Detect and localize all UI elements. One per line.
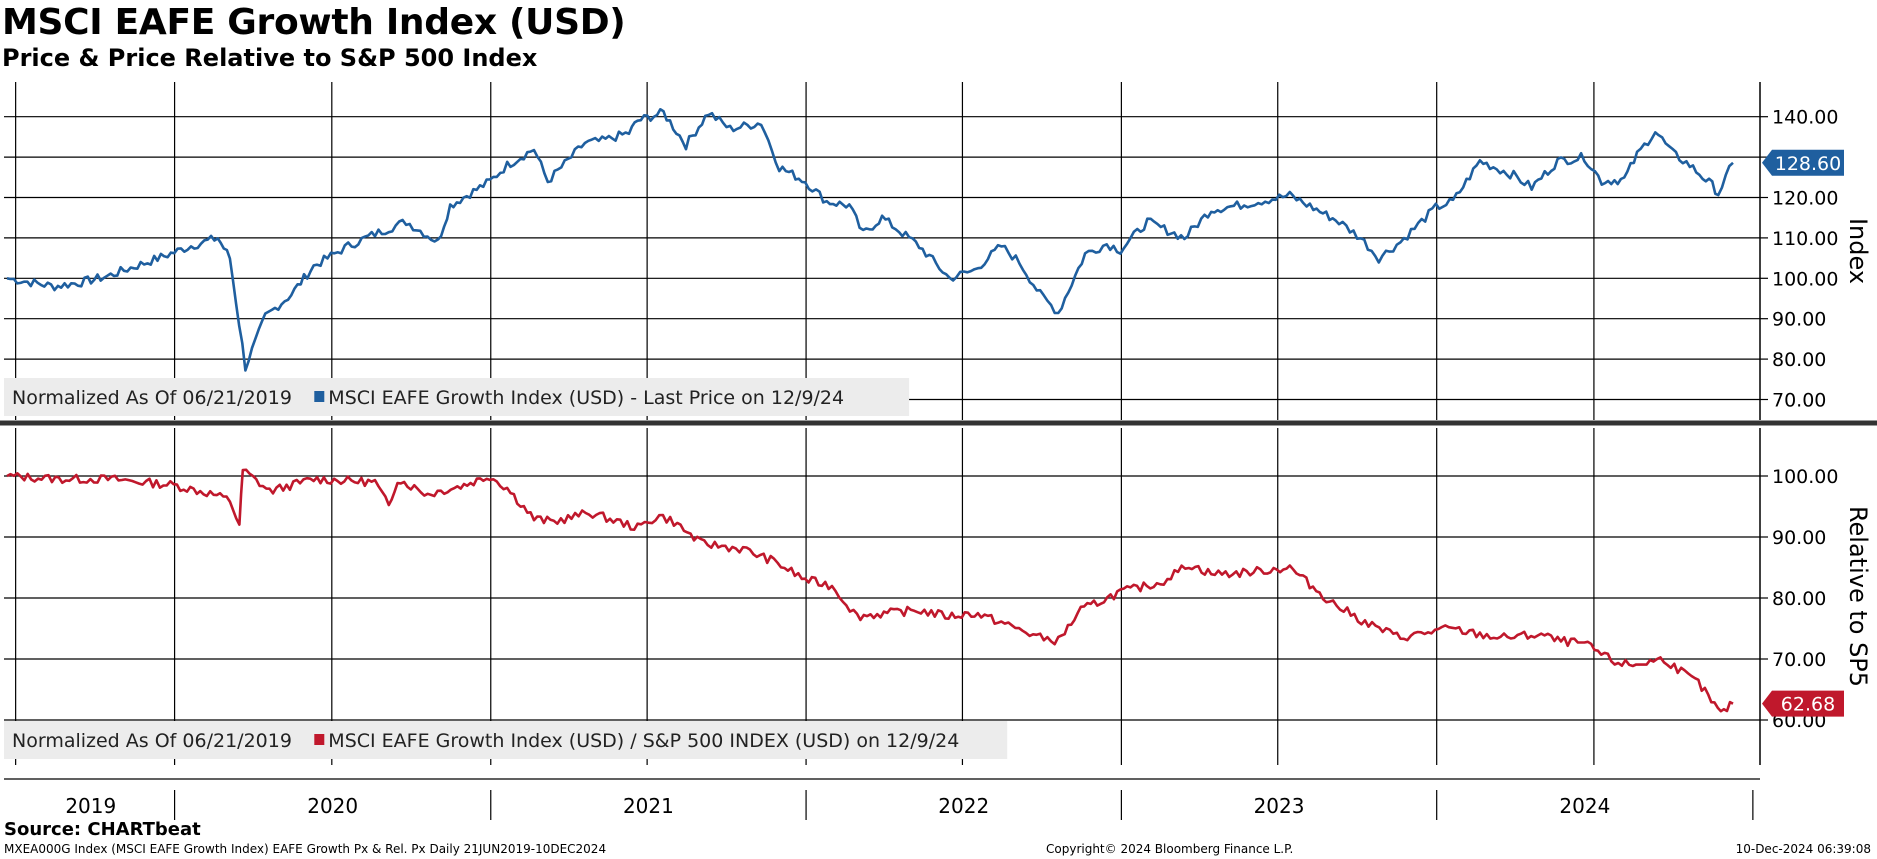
chart-subtitle: Price & Price Relative to S&P 500 Index [2,44,538,72]
series-line [6,468,1734,713]
footer-timestamp: 10-Dec-2024 06:39:08 [1735,842,1871,856]
footer-copyright: Copyright© 2024 Bloomberg Finance L.P. [1046,842,1294,856]
series-line [6,108,1734,372]
price-panel: 140.00130.00120.00110.00100.0090.0080.00… [4,82,1872,420]
legend-series-label: MSCI EAFE Growth Index (USD) / S&P 500 I… [328,730,959,752]
legend-box [4,378,910,416]
footer-description: MXEA000G Index (MSCI EAFE Growth Index) … [4,842,607,856]
x-tick-label: 2024 [1559,794,1610,818]
x-tick-label: 2021 [623,794,674,818]
y-tick-label: 90.00 [1772,527,1826,549]
last-value-label: 62.68 [1781,694,1835,716]
y-tick-label: 80.00 [1772,588,1826,610]
x-axis: 2019 2020 2021 2022 2023 2024 [4,778,1760,820]
x-tick-label: 2023 [1254,794,1305,818]
y-tick-label: 110.00 [1772,228,1838,250]
y-tick-label: 80.00 [1772,349,1826,371]
legend-swatch [314,391,325,402]
y-tick-label: 70.00 [1772,649,1826,671]
x-tick-label: 2022 [938,794,989,818]
y-axis-title: Relative to SP5 [1844,506,1872,687]
source-label: Source: CHARTbeat [4,819,201,840]
legend-swatch [314,734,325,745]
legend-note: Normalized As Of 06/21/2019 [12,730,292,752]
legend-note: Normalized As Of 06/21/2019 [12,387,292,409]
legend-box [4,721,1008,759]
x-tick-label: 2020 [307,794,358,818]
y-tick-label: 140.00 [1772,107,1838,129]
chart-title: MSCI EAFE Growth Index (USD) [2,2,626,43]
legend-series-label: MSCI EAFE Growth Index (USD) - Last Pric… [328,387,844,409]
x-tick-label: 2019 [65,794,116,818]
y-tick-label: 70.00 [1772,390,1826,412]
last-value-flag [1762,690,1844,717]
y-tick-label: 100.00 [1772,466,1838,488]
y-tick-label: 120.00 [1772,188,1838,210]
y-axis-title: Index [1844,218,1872,284]
last-value-label: 128.60 [1775,153,1841,175]
y-tick-label: 90.00 [1772,309,1826,331]
y-tick-label: 100.00 [1772,268,1838,290]
last-value-flag [1762,149,1844,176]
